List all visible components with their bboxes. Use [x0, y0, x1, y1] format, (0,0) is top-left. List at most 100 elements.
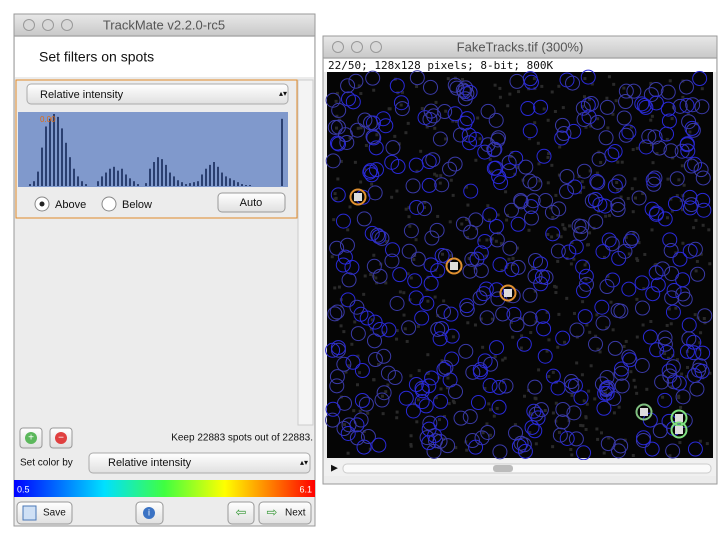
- spot-circle: [331, 102, 347, 118]
- spot-circle: [660, 84, 676, 100]
- noise: [346, 228, 350, 232]
- noise: [398, 290, 402, 294]
- spot-circle: [687, 441, 703, 457]
- noise: [409, 444, 413, 448]
- back-button[interactable]: [227, 501, 255, 525]
- noise: [333, 192, 337, 196]
- noise: [693, 313, 697, 317]
- noise: [546, 232, 550, 236]
- noise: [557, 312, 561, 316]
- spot-circle: [398, 390, 414, 406]
- noise: [596, 437, 600, 441]
- histogram-bar: [197, 181, 199, 186]
- histogram-bar: [145, 183, 147, 186]
- spot-circle: [559, 168, 575, 184]
- spot-circle: [590, 114, 606, 130]
- noise: [370, 182, 374, 186]
- spot-circle: [692, 71, 708, 87]
- window-title: FakeTracks.tif (300%): [457, 39, 584, 54]
- spot-circle: [438, 360, 454, 376]
- spot-circle: [421, 177, 437, 193]
- spot-circle: [685, 97, 701, 113]
- noise: [665, 216, 669, 220]
- noise: [667, 307, 671, 311]
- spot-circle: [495, 306, 511, 322]
- histogram-bar: [229, 178, 231, 186]
- noise: [370, 318, 374, 322]
- noise: [545, 349, 549, 353]
- selected-spot: [349, 188, 367, 206]
- noise: [686, 112, 690, 116]
- spot-circle: [340, 292, 356, 308]
- spot-circle: [493, 175, 509, 191]
- noise: [559, 235, 563, 239]
- spot-circle: [401, 243, 417, 259]
- spot-circle: [477, 353, 493, 369]
- noise: [487, 218, 491, 222]
- next-button[interactable]: [258, 501, 312, 525]
- spot-circle: [675, 389, 691, 405]
- noise: [681, 241, 685, 245]
- spot-circle: [367, 314, 383, 330]
- noise: [393, 134, 397, 138]
- scrollbar[interactable]: [297, 79, 314, 426]
- spot-circle: [622, 233, 638, 249]
- spot-circle: [662, 232, 678, 248]
- noise: [511, 335, 515, 339]
- noise: [408, 224, 412, 228]
- auto-button[interactable]: [217, 192, 286, 213]
- spot-circle: [520, 101, 536, 117]
- spot-circle: [666, 282, 682, 298]
- spot-circle: [565, 75, 581, 91]
- noise: [490, 237, 494, 241]
- noise: [353, 320, 357, 324]
- spot-circle: [414, 380, 430, 396]
- histogram-bar: [181, 182, 183, 186]
- color-dropdown[interactable]: [88, 452, 311, 474]
- spot-circle: [649, 342, 665, 358]
- spot-circle: [506, 306, 522, 322]
- histogram-bar: [233, 180, 235, 186]
- noise: [504, 190, 508, 194]
- feature-dropdown[interactable]: [26, 83, 289, 105]
- bright-spot: [640, 408, 648, 416]
- noise: [557, 173, 561, 177]
- noise: [444, 109, 448, 113]
- spot-circle: [528, 406, 544, 422]
- spot-circle: [566, 123, 582, 139]
- spot-circle: [690, 266, 706, 282]
- noise: [542, 107, 546, 111]
- noise: [439, 274, 443, 278]
- spot-circle: [558, 184, 574, 200]
- spot-circle: [550, 243, 566, 259]
- noise: [358, 371, 362, 375]
- noise: [335, 126, 339, 130]
- slice-slider[interactable]: [342, 463, 712, 474]
- heading: Set filters on spots: [39, 49, 154, 65]
- noise: [583, 77, 587, 81]
- spot-circle: [364, 225, 380, 241]
- noise: [433, 295, 437, 299]
- spot-circle: [432, 331, 448, 347]
- spot-circle: [574, 218, 590, 234]
- noise: [350, 342, 354, 346]
- radio-below[interactable]: [101, 196, 117, 212]
- noise: [381, 331, 385, 335]
- spot-circle: [661, 113, 677, 129]
- noise: [372, 253, 376, 257]
- spot-circle: [482, 207, 498, 223]
- noise: [589, 124, 593, 128]
- spot-circle: [667, 196, 683, 212]
- noise: [708, 371, 712, 375]
- noise: [434, 396, 438, 400]
- spot-circle: [376, 348, 392, 364]
- noise: [701, 376, 705, 380]
- spot-circle: [479, 310, 495, 326]
- histogram-bar: [201, 174, 203, 186]
- noise: [596, 117, 600, 121]
- noise: [412, 257, 416, 261]
- histogram-bar: [33, 181, 35, 186]
- svg-text:▴▾: ▴▾: [300, 458, 308, 467]
- noise: [637, 241, 641, 245]
- histogram-bar: [45, 126, 47, 186]
